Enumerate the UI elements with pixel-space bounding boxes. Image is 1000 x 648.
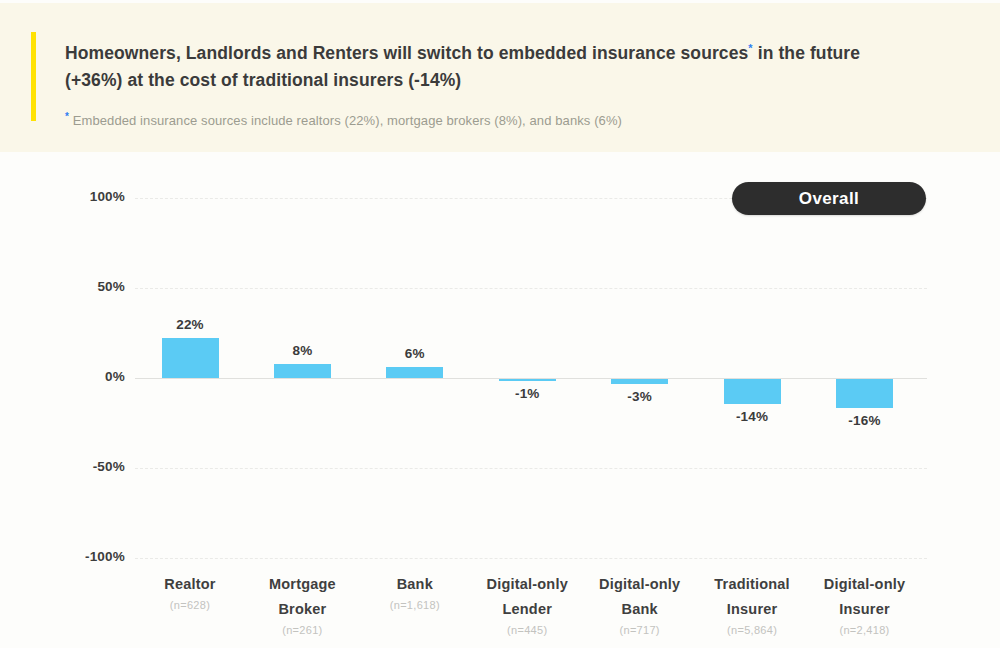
category-label-traditional-insurer: Traditional Insurer (n=5,864) (696, 572, 808, 636)
sample-size-label: (n=717) (584, 624, 696, 636)
gridline (135, 288, 927, 289)
bar-mortgage-broker (274, 364, 331, 378)
bar-value-label: -16% (820, 413, 910, 428)
category-name: Realtor (134, 572, 246, 597)
category-name: Digital-only Bank (584, 572, 696, 622)
bar-value-label: 22% (145, 317, 235, 332)
sample-size-label: (n=261) (246, 624, 358, 636)
bar-chart: 100% 50% 0% -50% -100% 22% Realtor (n=628) 8% Mor… (0, 0, 1000, 648)
category-label-digital-only-insurer: Digital-only Insurer (n=2,418) (809, 572, 921, 636)
bar-realtor (162, 338, 219, 378)
category-name: Mortgage Broker (246, 572, 358, 622)
sample-size-label: (n=2,418) (809, 624, 921, 636)
slide-canvas: Homeowners, Landlords and Renters will s… (0, 0, 1000, 648)
sample-size-label: (n=1,618) (359, 599, 471, 611)
bar-value-label: -1% (482, 386, 572, 401)
y-axis-tick-label: -100% (55, 549, 125, 564)
bar-digital-only-insurer (836, 379, 893, 408)
sample-size-label: (n=628) (134, 599, 246, 611)
bar-bank (386, 367, 443, 378)
y-axis-tick-label: 100% (55, 189, 125, 204)
bar-value-label: -14% (707, 409, 797, 424)
category-name: Digital-only Insurer (809, 572, 921, 622)
y-axis-tick-label: 0% (55, 369, 125, 384)
y-axis-tick-label: 50% (55, 279, 125, 294)
category-name: Digital-only Lender (471, 572, 583, 622)
sample-size-label: (n=5,864) (696, 624, 808, 636)
bar-value-label: 8% (257, 343, 347, 358)
category-label-realtor: Realtor (n=628) (134, 572, 246, 611)
bar-value-label: 6% (370, 346, 460, 361)
category-label-digital-only-bank: Digital-only Bank (n=717) (584, 572, 696, 636)
category-label-digital-only-lender: Digital-only Lender (n=445) (471, 572, 583, 636)
category-name: Bank (359, 572, 471, 597)
bar-digital-only-lender (499, 379, 556, 381)
bar-value-label: -3% (595, 389, 685, 404)
bar-traditional-insurer (724, 379, 781, 404)
y-axis-tick-label: -50% (55, 459, 125, 474)
sample-size-label: (n=445) (471, 624, 583, 636)
category-label-bank: Bank (n=1,618) (359, 572, 471, 611)
gridline (135, 468, 927, 469)
gridline (135, 558, 927, 559)
bar-digital-only-bank (611, 379, 668, 384)
category-label-mortgage-broker: Mortgage Broker (n=261) (246, 572, 358, 636)
category-name: Traditional Insurer (696, 572, 808, 622)
overall-filter-button[interactable]: Overall (732, 182, 926, 215)
